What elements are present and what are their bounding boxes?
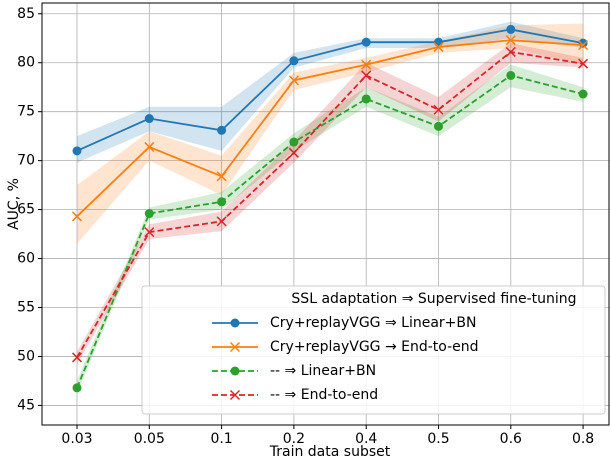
marker [433, 42, 444, 53]
x-tick-label: 0.8 [572, 431, 594, 447]
y-tick-label: 45 [17, 397, 35, 413]
legend-label: -- ⇒ End-to-end [270, 387, 378, 403]
marker [216, 171, 227, 182]
marker [361, 59, 372, 70]
y-tick-label: 55 [17, 300, 35, 316]
x-tick-label: 0.2 [283, 431, 305, 447]
marker [217, 197, 227, 207]
marker [229, 341, 241, 353]
marker [578, 38, 588, 48]
line [76, 74, 584, 389]
y-tick-label: 70 [17, 153, 35, 169]
legend: SSL adaptation ⇒ Supervised fine-tuning C… [141, 285, 606, 415]
y-axis-label: AUC, % [6, 178, 22, 230]
y-tick-label: 85 [17, 6, 35, 22]
marker [144, 227, 155, 238]
marker [144, 114, 154, 124]
marker [506, 24, 516, 34]
line [76, 39, 584, 218]
marker [434, 37, 443, 47]
marker [71, 352, 83, 363]
x-tick-label: 0.5 [427, 431, 449, 447]
series [72, 70, 588, 393]
x-axis-label: Train data subset [269, 444, 391, 460]
line [76, 28, 584, 152]
x-tick-label: 0.4 [355, 431, 377, 447]
x-tick-label: 0.05 [134, 431, 165, 447]
x-tick-label: 0.03 [61, 431, 92, 447]
legend-label: Cry+replayVGG ⇒ Linear+BN [270, 315, 476, 331]
marker [578, 58, 589, 69]
marker [361, 94, 371, 104]
legend-box [141, 285, 606, 415]
marker [506, 70, 516, 80]
marker [361, 70, 372, 81]
x-tick-label: 0.1 [210, 431, 232, 447]
x-tick-label: 0.6 [500, 431, 522, 447]
marker [288, 75, 299, 86]
marker [361, 37, 371, 47]
marker [289, 137, 299, 147]
marker [71, 211, 83, 222]
marker [578, 40, 589, 51]
line [76, 51, 584, 358]
marker [505, 46, 516, 57]
marker [229, 389, 241, 401]
marker [230, 318, 240, 328]
marker [578, 89, 588, 99]
marker [217, 125, 227, 135]
legend-label: Cry+replayVGG → End-to-end [270, 339, 479, 355]
series [71, 35, 589, 222]
y-tick-label: 50 [17, 348, 35, 364]
error-band [77, 23, 584, 244]
marker [72, 383, 82, 393]
marker [288, 147, 299, 158]
marker [230, 366, 240, 376]
marker [434, 121, 443, 131]
marker [216, 216, 227, 227]
marker [289, 56, 299, 66]
marker [433, 104, 444, 115]
marker [144, 141, 155, 152]
y-tick-label: 65 [17, 202, 35, 218]
error-band [77, 43, 584, 365]
marker [505, 35, 516, 46]
y-tick-label: 80 [17, 55, 35, 71]
marker [72, 146, 82, 156]
legend-label: -- ⇒ Linear+BN [270, 363, 376, 379]
y-tick-label: 60 [17, 251, 35, 267]
legend-title: SSL adaptation ⇒ Supervised fine-tuning [291, 291, 576, 307]
series [71, 46, 589, 363]
plot-frame [41, 2, 610, 426]
y-tick-label: 75 [17, 104, 35, 120]
marker [144, 209, 154, 219]
